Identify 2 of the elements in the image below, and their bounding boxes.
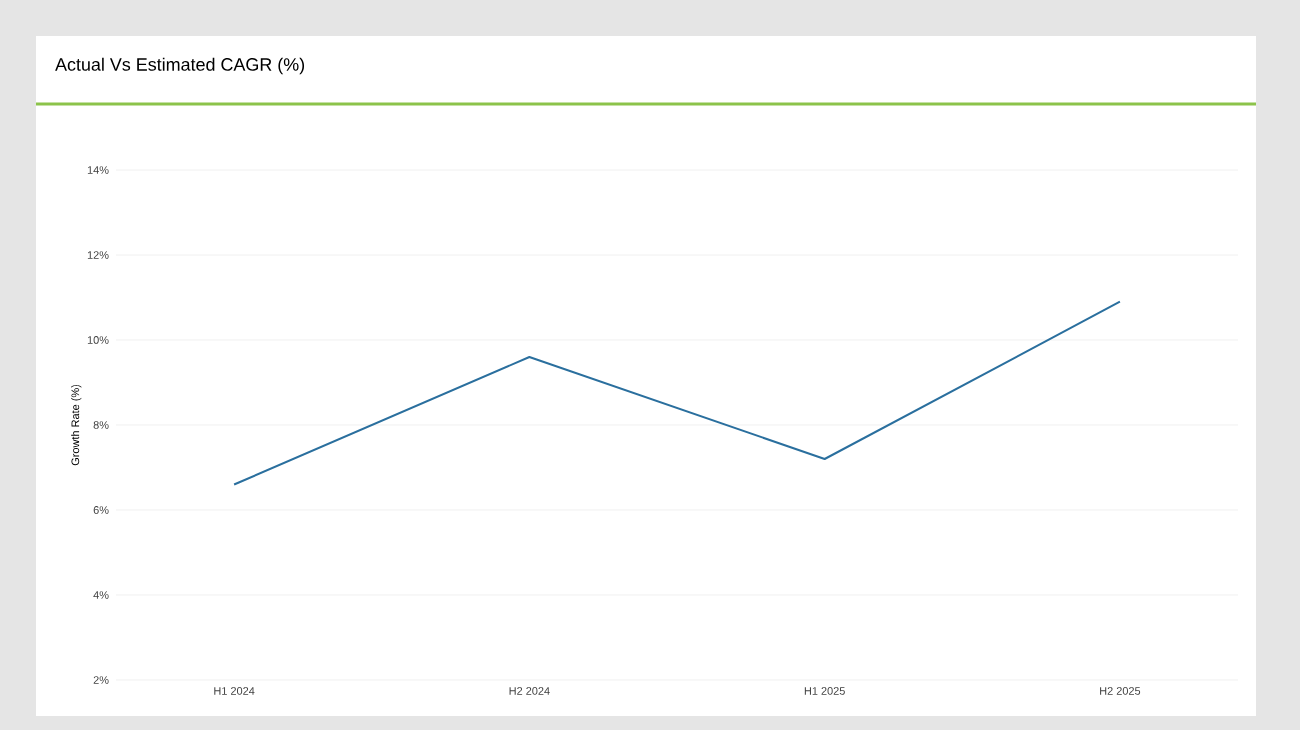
line-series (233, 300, 1121, 486)
chart-title: Actual Vs Estimated CAGR (%) (55, 57, 305, 75)
